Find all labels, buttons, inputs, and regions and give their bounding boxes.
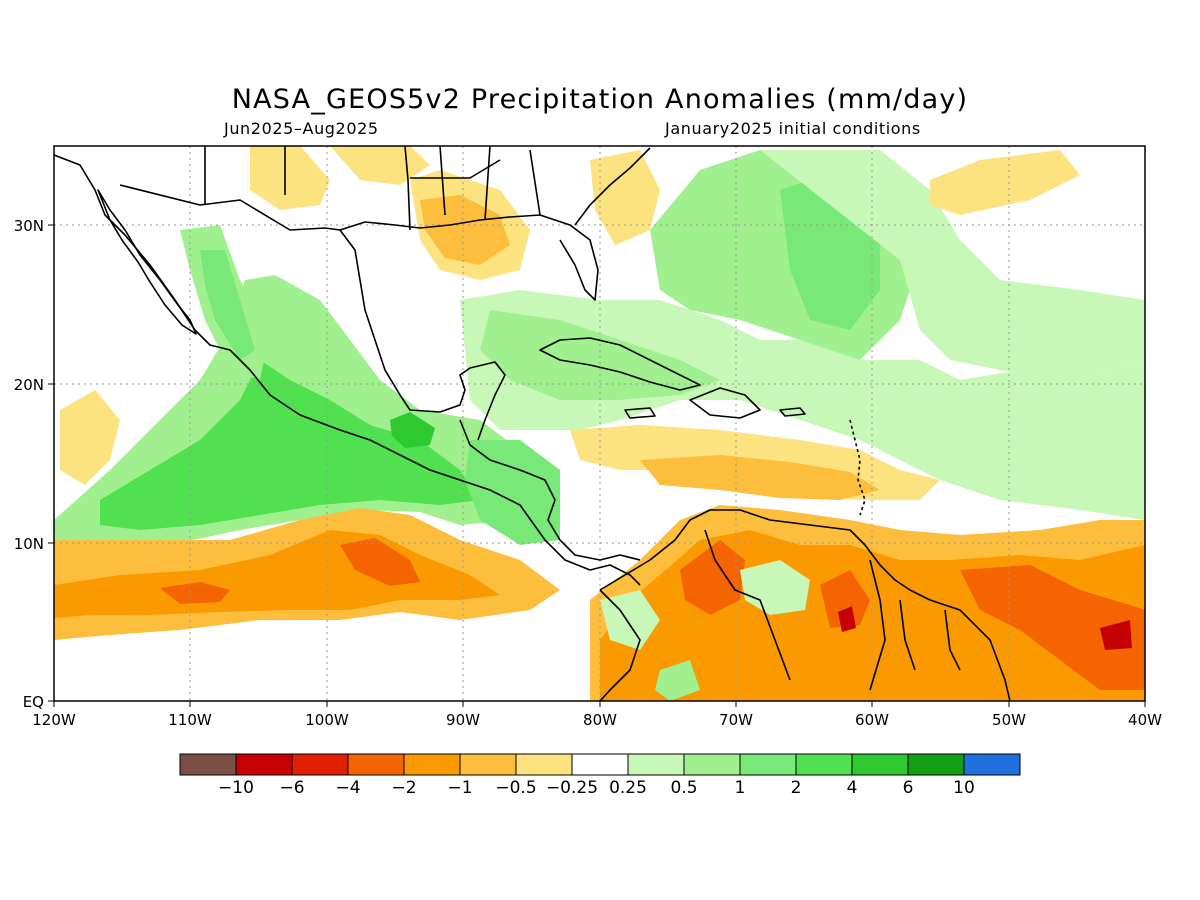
lon-label: 120W [32, 711, 76, 729]
colorbar-label: 1 [735, 778, 746, 798]
lat-label: 10N [14, 535, 44, 553]
colorbar-label: −4 [335, 778, 360, 798]
colorbar-label: −0.25 [546, 778, 598, 798]
coastlines [54, 146, 1011, 701]
colorbar-swatch [235, 753, 293, 776]
lat-label: 20N [14, 376, 44, 394]
colorbar-swatch [291, 753, 349, 776]
lon-label: 90W [446, 711, 480, 729]
lon-label: 80W [583, 711, 617, 729]
colorbar-label: 6 [903, 778, 914, 798]
colorbar-labels: −10 −6 −4 −2 −1 −0.5 −0.25 0.25 0.5 1 2 4 6 10 [218, 778, 975, 798]
lon-label: 100W [305, 711, 349, 729]
lon-label: 110W [168, 711, 212, 729]
colorbar-swatch [795, 753, 853, 776]
colorbar-label: 4 [847, 778, 858, 798]
colorbar-label: −6 [279, 778, 304, 798]
anomaly-fields [54, 146, 1145, 701]
colorbar-label: 0.25 [609, 778, 647, 798]
lon-label: 40W [1128, 711, 1162, 729]
colorbar-swatch [459, 753, 517, 776]
colorbar [179, 753, 1021, 776]
wet-core-east-pacific [100, 360, 480, 530]
lon-label: 50W [992, 711, 1026, 729]
colorbar-label: −2 [391, 778, 416, 798]
colorbar-label: −1 [447, 778, 472, 798]
forecast-period: Jun2025–Aug2025 [224, 119, 379, 138]
gridlines [54, 146, 1145, 701]
colorbar-swatch [515, 753, 573, 776]
map-title: NASA_GEOS5v2 Precipitation Anomalies (mm… [231, 84, 969, 115]
colorbar-label: −0.5 [495, 778, 536, 798]
colorbar-swatch [851, 753, 909, 776]
lat-label: EQ [23, 693, 44, 711]
lat-label: 30N [14, 217, 44, 235]
colorbar-label: 10 [953, 778, 975, 798]
colorbar-swatch [403, 753, 461, 776]
axis-ticks [48, 224, 1146, 707]
colorbar-swatch [627, 753, 685, 776]
longitude-labels: 120W 110W 100W 90W 80W 70W 60W 50W 40W [32, 711, 1162, 729]
colorbar-label: 0.5 [670, 778, 697, 798]
wet-peak-mexico [390, 412, 435, 448]
colorbar-swatch [683, 753, 741, 776]
colorbar-swatch [179, 753, 237, 776]
lon-label: 70W [719, 711, 753, 729]
colorbar-swatch [571, 753, 629, 776]
lon-label: 60W [855, 711, 889, 729]
colorbar-swatch [347, 753, 405, 776]
initial-conditions: January2025 initial conditions [665, 119, 921, 138]
colorbar-label: 2 [791, 778, 802, 798]
colorbar-swatch [963, 753, 1021, 776]
colorbar-swatch [739, 753, 797, 776]
latitude-labels: 30N 20N 10N EQ [14, 217, 44, 711]
colorbar-swatch [907, 753, 965, 776]
colorbar-label: −10 [218, 778, 254, 798]
